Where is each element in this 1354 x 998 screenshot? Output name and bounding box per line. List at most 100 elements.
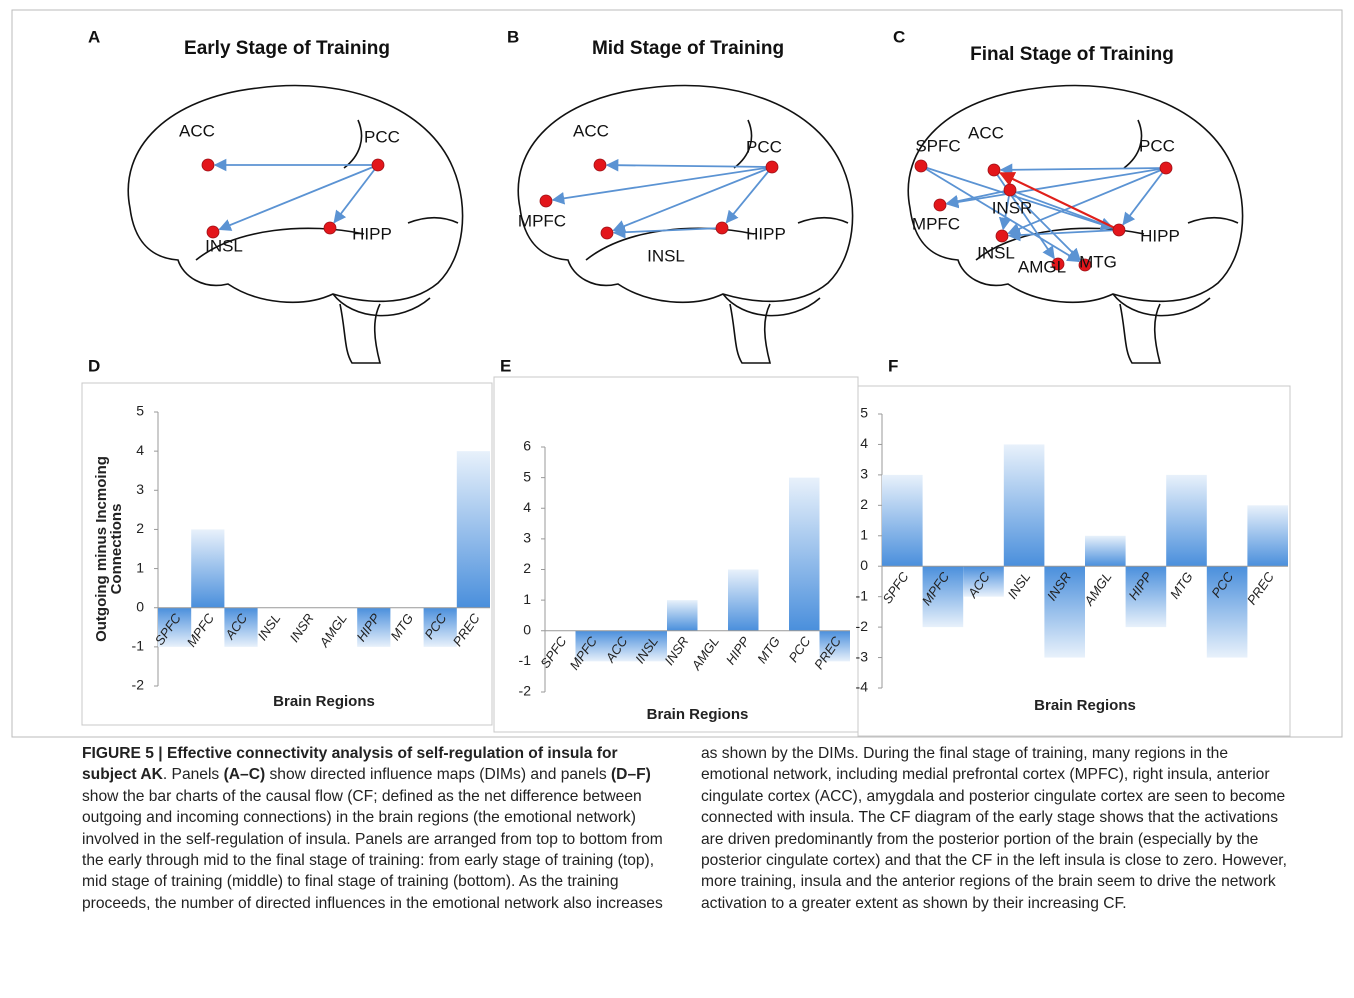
influence-arrow	[612, 225, 723, 239]
influence-arrow	[725, 166, 773, 224]
region-label: AMGL	[1018, 257, 1066, 276]
x-axis-label: Brain Regions	[273, 693, 375, 710]
bar	[1003, 444, 1045, 567]
y-tick-label: -2	[519, 683, 532, 699]
influence-arrow	[998, 172, 1120, 231]
region-node	[539, 194, 553, 208]
region-label: PCC	[364, 127, 400, 146]
caption-text: show directed influence maps (DIMs) and …	[265, 766, 611, 784]
panel-title: Early Stage of Training	[184, 38, 390, 59]
y-tick-label: 5	[136, 403, 144, 419]
bar	[158, 607, 192, 647]
y-tick-label: 3	[860, 466, 868, 482]
x-axis-label: Brain Regions	[1034, 697, 1136, 714]
influence-arrow	[1009, 189, 1114, 230]
y-tick-label: -4	[856, 679, 869, 695]
region-label: INSL	[647, 246, 685, 265]
caption-text: show the bar charts of the causal flow (…	[82, 745, 1287, 912]
y-tick-label: 1	[523, 591, 531, 607]
region-label: MPFC	[518, 211, 566, 230]
bar	[963, 566, 1004, 597]
caption-text: (A–C)	[223, 766, 266, 784]
region-node	[1159, 161, 1173, 175]
region-label: HIPP	[1140, 226, 1180, 245]
chart-frame	[857, 385, 1291, 737]
region-node	[323, 221, 337, 235]
x-tick-label: SPFC	[879, 569, 912, 607]
bar	[1125, 566, 1167, 628]
y-axis-label: Outgoing minus Incmoing	[93, 456, 110, 642]
region-node	[600, 226, 614, 240]
bar	[819, 630, 850, 662]
chart-frame	[81, 382, 493, 726]
y-tick-label: 4	[523, 499, 531, 515]
region-node	[593, 158, 607, 172]
panel-letter: F	[888, 356, 898, 375]
bar	[224, 607, 258, 647]
y-tick-label: -2	[856, 618, 869, 634]
region-node	[1051, 257, 1065, 271]
region-node	[1112, 223, 1126, 237]
y-tick-label: -1	[519, 652, 532, 668]
region-label: MPFC	[912, 214, 960, 233]
influence-arrow	[1007, 228, 1120, 242]
panel-letter: D	[88, 356, 100, 375]
region-node	[995, 229, 1009, 243]
y-tick-label: -1	[856, 587, 869, 603]
y-tick-label: 4	[860, 435, 868, 451]
bar	[423, 607, 457, 647]
x-tick-label: MTG	[1167, 569, 1196, 601]
x-tick-label: AMGL	[316, 611, 350, 651]
influence-arrow	[1122, 167, 1167, 226]
caption: FIGURE 5 | Effective connectivity analys…	[82, 743, 1292, 998]
influence-arrow	[551, 166, 773, 205]
x-tick-label: HIPP	[723, 634, 753, 668]
region-label: INSL	[977, 243, 1015, 262]
region-node	[201, 158, 215, 172]
influence-arrow	[1007, 167, 1167, 235]
x-tick-label: INSL	[255, 611, 284, 643]
region-node	[715, 221, 729, 235]
y-tick-label: 5	[860, 405, 868, 421]
influence-arrow	[605, 158, 773, 172]
x-tick-label: INSL	[1005, 569, 1034, 601]
y-tick-label: -1	[132, 638, 145, 654]
region-label: PCC	[1139, 136, 1175, 155]
x-tick-label: AMGL	[688, 634, 722, 674]
region-node	[206, 225, 220, 239]
region-label: SPFC	[915, 136, 960, 155]
region-label: MTG	[1079, 252, 1117, 271]
bar	[882, 474, 923, 567]
panel-title: Final Stage of Training	[970, 44, 1174, 65]
x-tick-label: PREC	[1244, 569, 1277, 608]
influence-arrow	[1009, 189, 1081, 261]
y-tick-label: -3	[856, 648, 869, 664]
panel-letter: E	[500, 356, 511, 375]
panel-letter: A	[88, 27, 100, 46]
y-tick-label: 4	[136, 442, 144, 458]
caption-text: FIGURE 5 | Effective connectivity analys…	[82, 745, 618, 784]
caption-text: . Panels	[162, 766, 224, 784]
region-label: PCC	[746, 137, 782, 156]
y-tick-label: -2	[132, 677, 145, 693]
influence-arrow	[612, 166, 773, 233]
bar	[191, 529, 225, 608]
bar	[1247, 505, 1288, 567]
x-tick-label: MTG	[754, 634, 783, 666]
region-node	[765, 160, 779, 174]
y-tick-label: 2	[523, 560, 531, 576]
bar	[1085, 535, 1126, 567]
y-tick-label: 0	[523, 621, 531, 637]
bar	[575, 630, 606, 662]
figure-frame	[11, 9, 1343, 738]
bar	[922, 566, 964, 628]
panel-title: Mid Stage of Training	[592, 38, 784, 59]
influence-arrow	[945, 167, 1167, 209]
region-node	[371, 158, 385, 172]
region-node	[914, 159, 928, 173]
bar	[1166, 474, 1207, 567]
x-tick-label: MTG	[387, 611, 416, 643]
bar	[1044, 566, 1085, 658]
